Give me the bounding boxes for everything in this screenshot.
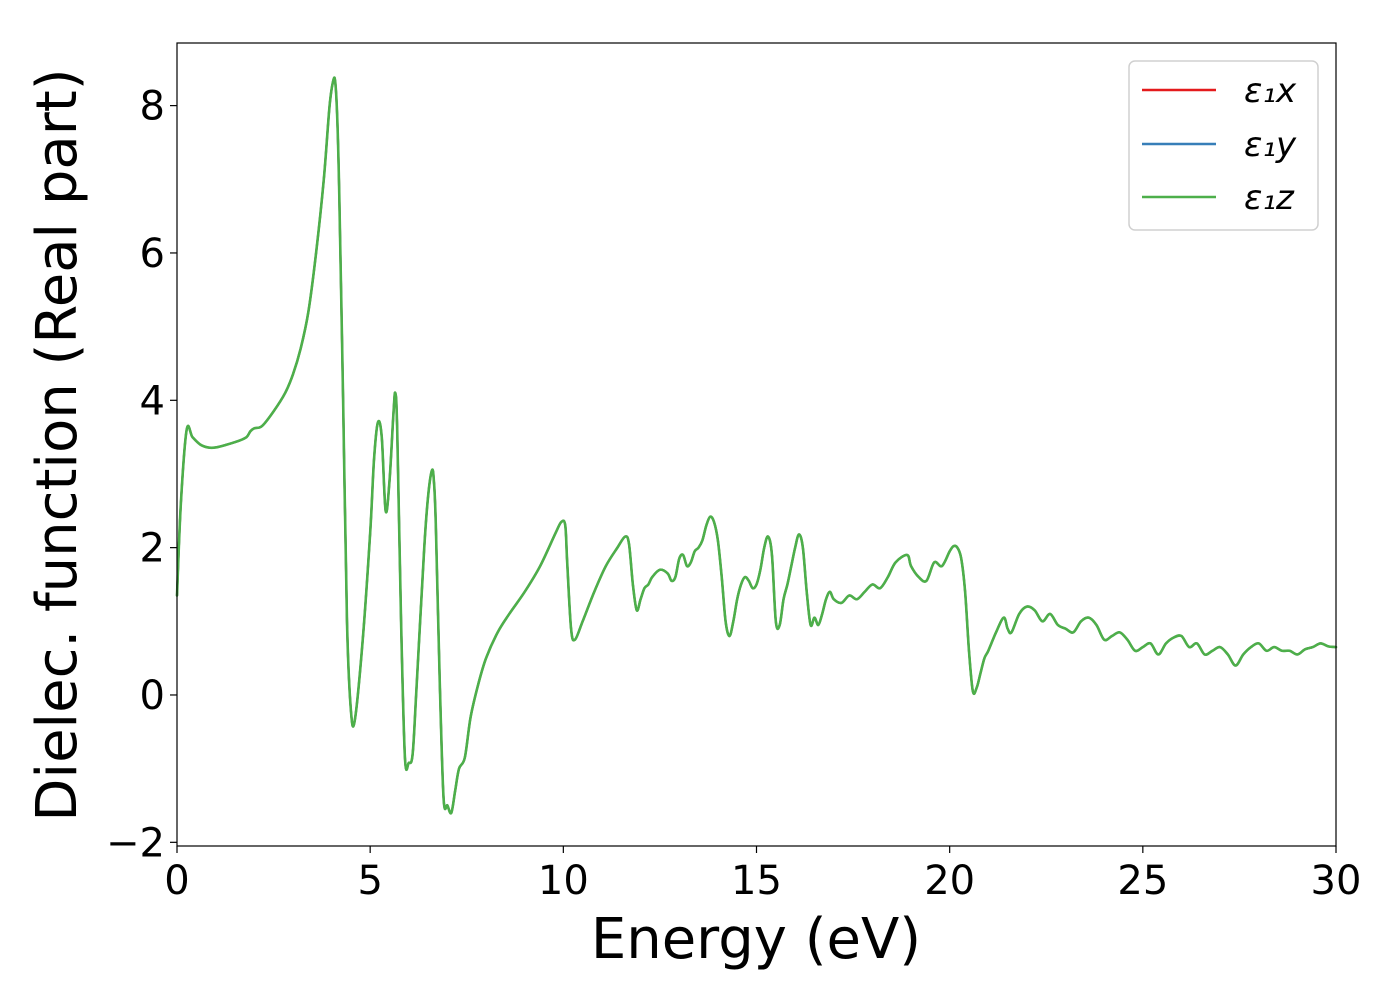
legend-box	[1128, 60, 1319, 231]
x-axis-label: Energy (eV)	[591, 907, 921, 972]
y-axis-label: Dielec. function (Real part)	[25, 68, 90, 821]
legend: ε₁x ε₁y ε₁z	[1128, 60, 1319, 231]
series-lines	[175, 76, 1338, 815]
x-tick-label: 5	[357, 858, 382, 904]
x-tick-label: 0	[164, 858, 189, 904]
y-tick-label: 0	[140, 673, 165, 719]
legend-label-x: ε₁x	[1244, 71, 1297, 111]
x-tick-label: 25	[1117, 858, 1168, 904]
y-tick-label: 2	[140, 526, 165, 572]
y-tick-label: −2	[106, 820, 165, 866]
y-tick-label: 4	[140, 378, 165, 424]
y-axis-ticks: −2 0 2 4 6 8	[106, 84, 177, 866]
y-tick-label: 8	[140, 84, 165, 130]
y-tick-label: 6	[140, 231, 165, 277]
x-tick-label: 15	[731, 858, 782, 904]
x-tick-label: 30	[1311, 858, 1362, 904]
legend-label-z: ε₁z	[1244, 178, 1295, 218]
x-tick-label: 10	[538, 858, 589, 904]
x-axis-ticks: 0 5 10 15 20 25 30	[164, 846, 1361, 904]
x-tick-label: 20	[924, 858, 975, 904]
legend-label-y: ε₁y	[1244, 125, 1297, 165]
series-line-z	[175, 76, 1338, 815]
